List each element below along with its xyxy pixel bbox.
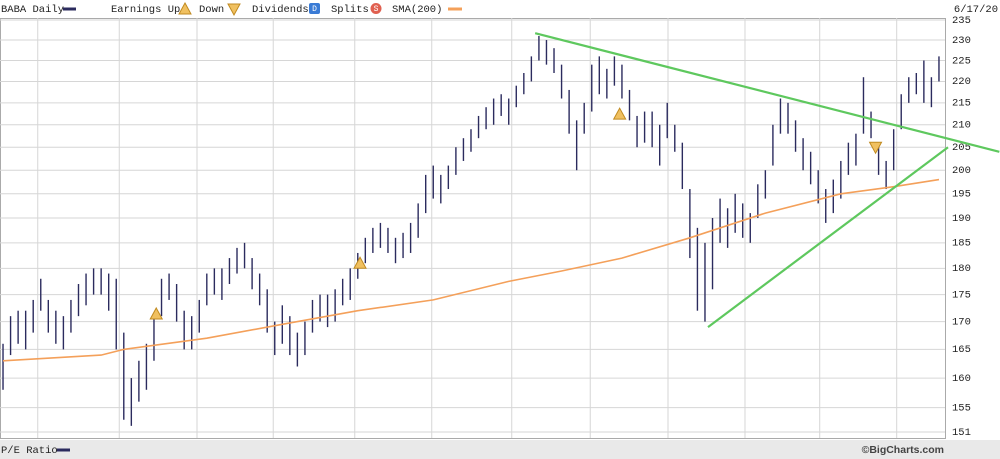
y-tick-label: 230	[952, 35, 971, 47]
y-tick-label: 195	[952, 189, 971, 201]
legend-up-icon	[178, 1, 192, 15]
marks	[2, 35, 940, 426]
y-tick-label: 175	[952, 289, 971, 301]
earnings-down-marker	[868, 141, 883, 155]
legend-series: BABA Daily	[1, 4, 64, 16]
y-tick-label: 210	[952, 120, 971, 132]
y-tick-label: 205	[952, 142, 971, 154]
pe-label: P/E Ratio	[1, 445, 58, 457]
y-tick-label: 180	[952, 263, 971, 275]
y-tick-label: 165	[952, 344, 971, 356]
y-tick-label: 190	[952, 213, 971, 225]
legend-splits: Splits	[331, 4, 369, 16]
y-tick-label: 225	[952, 55, 971, 67]
legend-dividends-icon	[309, 3, 320, 14]
y-tick-label: 160	[952, 373, 971, 385]
plot-area	[0, 18, 946, 439]
earnings-up-marker	[149, 306, 164, 320]
earnings-up-marker	[612, 107, 627, 120]
legend-down-icon	[227, 3, 241, 17]
trendline	[534, 32, 1000, 153]
dividends-icon-letter: D	[312, 5, 317, 14]
date-label: 6/17/20	[954, 4, 998, 16]
y-tick-label: 220	[952, 76, 971, 88]
y-tick-label: 151	[952, 427, 971, 439]
sma-line	[2, 178, 940, 362]
legend-sma: SMA(200)	[392, 4, 442, 16]
y-tick-label: 170	[952, 316, 971, 328]
trendline	[707, 146, 949, 328]
legend-earnings-down: Down	[199, 4, 224, 16]
y-tick-label: 215	[952, 98, 971, 110]
pe-panel	[0, 440, 1000, 459]
legend-splits-icon	[370, 3, 382, 14]
y-tick-label: 185	[952, 238, 971, 250]
legend-dividends: Dividends	[252, 4, 309, 16]
credit: ©BigCharts.com	[862, 444, 944, 456]
earnings-up-marker	[353, 256, 367, 269]
grid	[0, 18, 945, 438]
legend-earnings-up: Earnings Up	[111, 4, 180, 16]
y-tick-label: 155	[952, 402, 971, 414]
y-tick-label: 235	[952, 15, 971, 27]
splits-icon-letter: S	[374, 5, 379, 14]
y-tick-label: 200	[952, 165, 971, 177]
